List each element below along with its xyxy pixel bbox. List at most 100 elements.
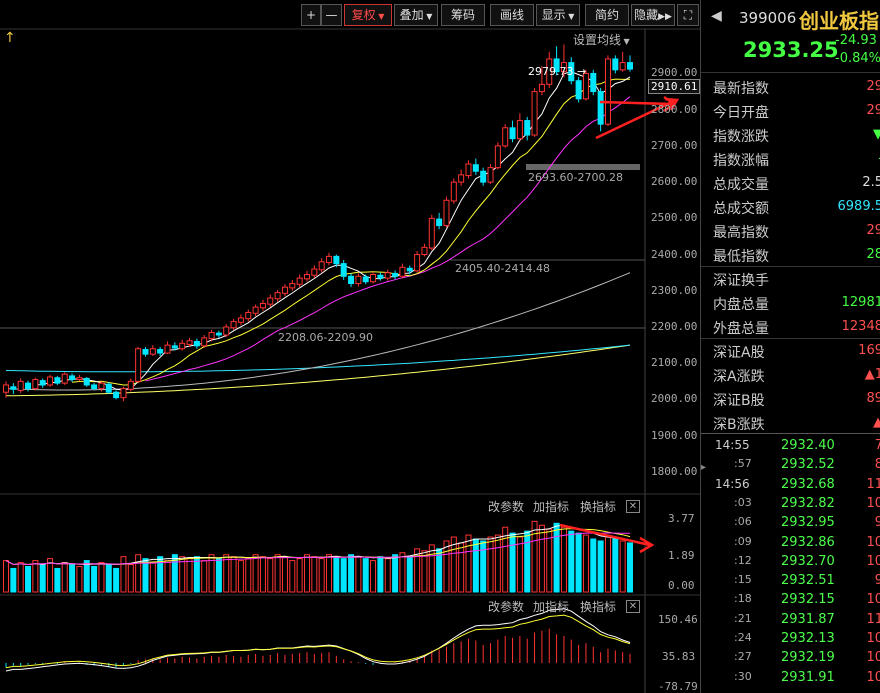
volume-bar xyxy=(340,558,347,593)
tick-time: 14:56 xyxy=(715,476,750,491)
candle-body xyxy=(553,58,560,73)
tick-row: :24 2932.13 10 xyxy=(701,629,880,648)
tick-time: :03 xyxy=(734,495,752,509)
volume-bar xyxy=(201,560,208,593)
tick-volume: 8 xyxy=(875,457,880,472)
volume-bar xyxy=(274,554,281,593)
info-value: 169 xyxy=(858,343,880,358)
huaxian-button[interactable]: 画线 xyxy=(490,4,534,26)
volume-bar xyxy=(171,554,178,593)
tick-volume: 7 xyxy=(875,438,880,453)
sub2-add-indicator[interactable]: 加指标 xyxy=(533,600,570,614)
tick-row: :06 2932.95 9 xyxy=(701,513,880,532)
candle-body xyxy=(575,80,582,100)
kline-chart-area[interactable]: + — 复权 ▼ 叠加 ▼ 筹码 画线 显示 ▼ 简约 隐藏▶▶ ⛶ ↑ 设置均… xyxy=(0,0,701,693)
tick-price: 2932.68 xyxy=(781,476,835,492)
candle-body xyxy=(10,386,17,390)
diejia-button[interactable]: 叠加 ▼ xyxy=(394,4,438,26)
xianshi-button[interactable]: 显示 ▼ xyxy=(536,4,580,26)
volume-bar xyxy=(39,564,46,593)
tick-price: 2932.19 xyxy=(781,650,835,666)
up-arrow-icon: ↑ xyxy=(4,30,16,46)
tick-time: :18 xyxy=(734,592,752,606)
collapse-left-icon[interactable]: ◀ xyxy=(711,8,722,24)
sub1-switch-indicator[interactable]: 换指标 xyxy=(580,500,617,514)
ma5-line xyxy=(35,71,631,391)
volume-bar xyxy=(604,536,611,593)
candle-body xyxy=(428,217,435,249)
jianyue-button[interactable]: 简约 xyxy=(585,4,629,26)
tick-volume: 10 xyxy=(866,650,880,666)
kline-svg[interactable] xyxy=(0,0,700,693)
candle-body xyxy=(311,268,318,276)
info-row: 深B涨跌 ▲ xyxy=(701,410,880,434)
tick-time: 14:55 xyxy=(715,438,750,452)
sub1-add-indicator[interactable]: 加指标 xyxy=(533,500,570,514)
info-value: 6989.5 xyxy=(837,199,880,214)
index-code: 399006 xyxy=(739,9,797,27)
info-label: 外盘总量 xyxy=(713,321,769,337)
info-value: ▲ xyxy=(873,415,880,430)
candle-body xyxy=(267,297,274,305)
volume-bar xyxy=(597,540,604,593)
candle-body xyxy=(458,174,465,183)
candle-body xyxy=(230,321,237,329)
info-label: 深证A股 xyxy=(713,345,765,361)
tick-row: :30 2931.91 10 xyxy=(701,668,880,687)
tick-time: :27 xyxy=(734,650,752,664)
sub2-close-icon[interactable]: ✕ xyxy=(626,600,640,613)
y-tick-label: 2800.00 xyxy=(651,102,698,116)
sub2-switch-indicator[interactable]: 换指标 xyxy=(580,600,617,614)
info-value: - xyxy=(878,151,880,166)
sub2-change-params[interactable]: 改参数 xyxy=(488,600,525,614)
tick-price: 2932.95 xyxy=(781,515,835,531)
sub1-close-icon[interactable]: ✕ xyxy=(626,500,640,513)
candle-body xyxy=(472,164,479,172)
zoom-out-button[interactable]: — xyxy=(321,4,342,26)
candle-body xyxy=(39,380,46,386)
volume-bar xyxy=(487,536,494,593)
quote-panel: ◀ 399006 创业板指 2933.25 -24.93 -0.84% 最新指数… xyxy=(700,0,880,693)
tick-volume: 10 xyxy=(866,553,880,569)
fuquan-button[interactable]: 复权 ▼ xyxy=(344,4,392,26)
candle-body xyxy=(538,83,545,93)
tick-price: 2932.40 xyxy=(781,438,835,453)
caret-down-icon: ▼ xyxy=(375,12,385,21)
volume-bar xyxy=(458,542,465,593)
candle-body xyxy=(223,326,230,336)
candle-body xyxy=(377,274,384,279)
volume-bar xyxy=(25,565,32,593)
tick-price: 2931.91 xyxy=(781,669,835,685)
tick-volume: 9 xyxy=(875,515,880,530)
candle-body xyxy=(627,62,633,70)
candle-body xyxy=(494,145,501,169)
double-arrow-right-icon: ▶▶ xyxy=(658,12,672,22)
volume-bar xyxy=(575,532,582,593)
candle-body xyxy=(619,62,626,71)
volume-bar xyxy=(582,534,589,593)
fullscreen-icon[interactable]: ⛶ xyxy=(677,4,699,26)
vol-ma20-line xyxy=(5,532,631,566)
tick-row: :57 2932.52 8 xyxy=(701,455,880,474)
sub1-change-params[interactable]: 改参数 xyxy=(488,500,525,514)
volume-bar xyxy=(230,556,237,593)
candle-body xyxy=(326,255,333,264)
yincang-button[interactable]: 隐藏▶▶ xyxy=(631,4,675,26)
tick-volume: 10 xyxy=(866,631,880,646)
volume-bar xyxy=(267,558,274,593)
chouma-button[interactable]: 筹码 xyxy=(441,4,485,26)
y-tick-label: 2700.00 xyxy=(651,138,698,152)
candle-body xyxy=(590,72,597,93)
volume-bar xyxy=(32,560,39,593)
divider xyxy=(701,338,880,339)
xianshi-label: 显示 xyxy=(541,8,566,22)
current-price-tag: 2910.61 xyxy=(648,79,701,94)
volume-bar xyxy=(509,532,516,593)
expand-handle-icon[interactable]: ▸ xyxy=(701,462,707,473)
ma-settings-button[interactable]: 设置均线 ▼ xyxy=(573,31,630,48)
y-tick-label: 1900.00 xyxy=(651,428,698,442)
zoom-in-button[interactable]: + xyxy=(301,4,321,26)
volume-bar xyxy=(215,558,222,593)
candle-body xyxy=(303,273,310,280)
tick-price: 2931.87 xyxy=(781,611,835,627)
